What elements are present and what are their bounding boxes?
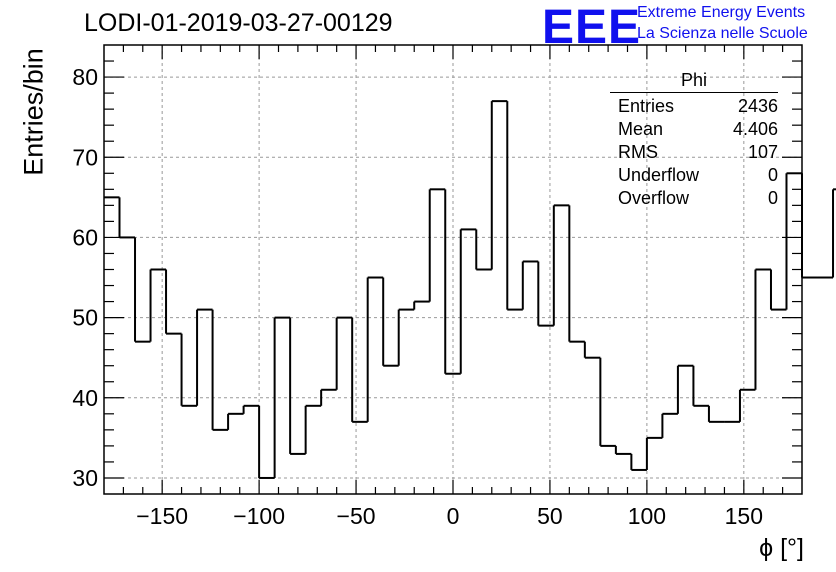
stats-title: Phi: [610, 70, 778, 93]
y-tick-label: 80: [72, 64, 98, 90]
y-tick-label: 40: [72, 385, 98, 411]
y-tick-label: 70: [72, 144, 98, 170]
stats-label: RMS: [618, 142, 658, 162]
stats-label: Entries: [618, 96, 675, 116]
chart-title: LODI-01-2019-03-27-00129: [84, 9, 393, 37]
x-tick-label: 50: [537, 503, 563, 529]
y-tick-label: 60: [72, 224, 98, 250]
tick-labels: −150 −100 −50 0 50 100 150 30 40 50 60 70 80: [72, 64, 763, 529]
x-tick-label: 150: [725, 503, 763, 529]
stats-box: Phi Entries 2436 Mean 4.406 RMS 107 Unde…: [610, 70, 778, 210]
stats-row-rms: RMS 107: [610, 141, 778, 164]
x-tick-label: −100: [233, 503, 285, 529]
grid-lines: [104, 45, 802, 494]
stats-value: 4.406: [732, 119, 778, 139]
stats-value: 0: [767, 165, 778, 185]
stats-row-entries: Entries 2436: [610, 95, 778, 118]
stats-value: 2436: [737, 96, 778, 116]
axis-ticks: [104, 45, 802, 494]
x-tick-label: −50: [337, 503, 376, 529]
logo-tagline-2: La Scienza nelle Scuole: [637, 25, 808, 42]
stats-value: 0: [767, 188, 778, 208]
x-tick-label: −150: [136, 503, 188, 529]
x-tick-label: 0: [447, 503, 460, 529]
x-axis-label: ϕ [°]: [759, 534, 804, 562]
logo-tagline-1: Extreme Energy Events: [637, 4, 806, 21]
x-tick-label: 100: [628, 503, 666, 529]
stats-label: Overflow: [618, 188, 690, 208]
stats-label: Underflow: [618, 165, 700, 185]
y-tick-label: 50: [72, 305, 98, 331]
y-tick-label: 30: [72, 465, 98, 491]
stats-row-underflow: Underflow 0: [610, 164, 778, 187]
stats-row-overflow: Overflow 0: [610, 187, 778, 210]
histogram-bars: [104, 100, 836, 479]
stats-label: Mean: [618, 119, 664, 139]
stats-row-mean: Mean 4.406: [610, 118, 778, 141]
stats-value: 107: [747, 142, 778, 162]
